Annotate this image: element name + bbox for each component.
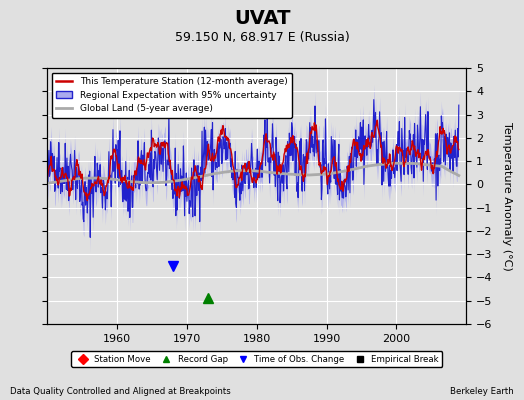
Y-axis label: Temperature Anomaly (°C): Temperature Anomaly (°C) xyxy=(502,122,512,270)
Text: 59.150 N, 68.917 E (Russia): 59.150 N, 68.917 E (Russia) xyxy=(174,32,350,44)
Text: Data Quality Controlled and Aligned at Breakpoints: Data Quality Controlled and Aligned at B… xyxy=(10,387,231,396)
Text: Berkeley Earth: Berkeley Earth xyxy=(450,387,514,396)
Text: UVAT: UVAT xyxy=(234,8,290,28)
Legend: Station Move, Record Gap, Time of Obs. Change, Empirical Break: Station Move, Record Gap, Time of Obs. C… xyxy=(71,351,442,367)
